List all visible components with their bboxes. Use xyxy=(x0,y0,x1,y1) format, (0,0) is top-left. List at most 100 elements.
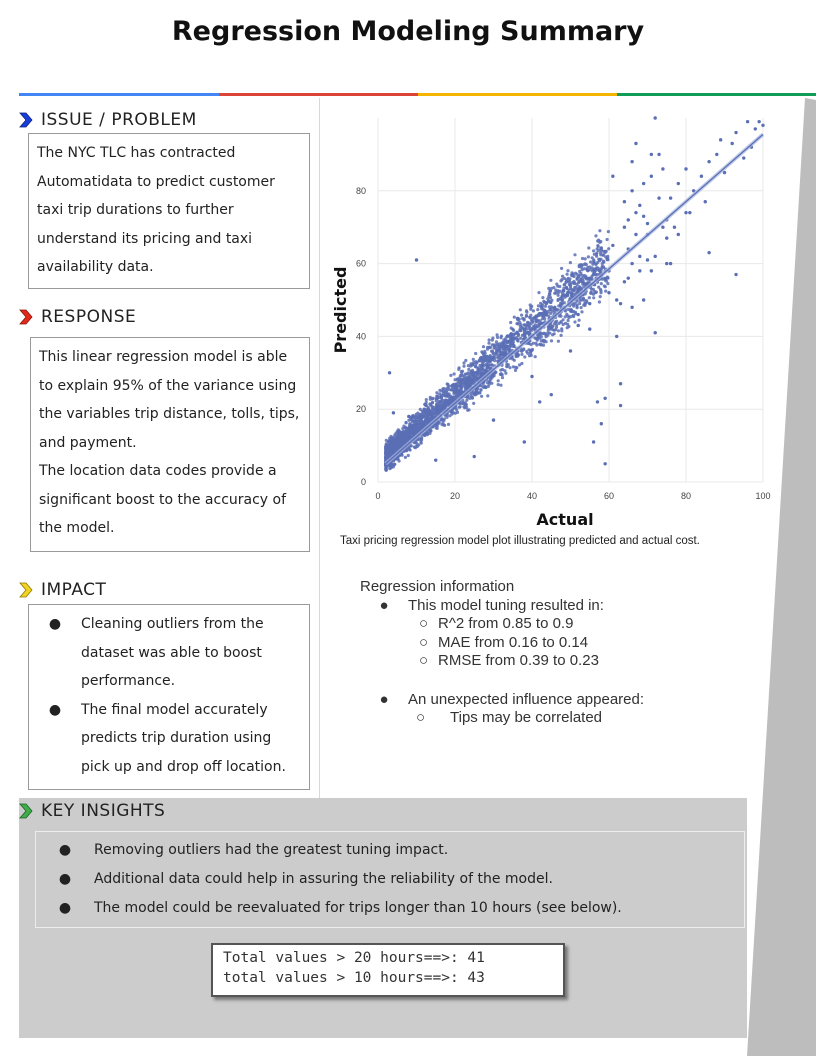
scatter-point xyxy=(586,255,590,259)
scatter-point xyxy=(406,453,410,458)
scatter-point xyxy=(549,339,554,343)
page-title: Regression Modeling Summary xyxy=(171,16,645,47)
scatter-point xyxy=(595,273,599,277)
scatter-point xyxy=(500,376,505,380)
scatter-point xyxy=(462,361,466,365)
scatter-point xyxy=(577,318,581,322)
scatter-point xyxy=(537,291,541,295)
scatter-point xyxy=(528,316,533,320)
scatter-point xyxy=(668,196,673,200)
scatter-point xyxy=(641,181,646,186)
scatter-point xyxy=(649,269,654,273)
scatter-point xyxy=(603,462,607,466)
scatter-point xyxy=(445,413,449,417)
scatter-point xyxy=(400,434,404,438)
scatter-point xyxy=(384,468,388,472)
scatter-point xyxy=(414,422,418,426)
scatter-point xyxy=(425,433,429,437)
scatter-point xyxy=(559,320,563,324)
scatter-point xyxy=(541,296,545,300)
scatter-point xyxy=(408,422,412,426)
scatter-point xyxy=(672,225,677,229)
y-tick-label: 20 xyxy=(356,404,366,414)
scatter-point xyxy=(598,295,602,299)
regression-sub: ○ RMSE from 0.39 to 0.23 xyxy=(418,652,599,669)
scatter-point xyxy=(389,443,393,447)
scatter-point xyxy=(730,141,734,146)
scatter-point xyxy=(537,322,541,327)
issue-heading: ISSUE / PROBLEM xyxy=(41,110,197,130)
y-tick-label: 60 xyxy=(356,259,366,269)
scatter-point xyxy=(539,343,543,347)
regression-sub: ○ R^2 from 0.85 to 0.9 xyxy=(418,615,574,632)
chart-caption: Taxi pricing regression model plot illus… xyxy=(340,535,700,547)
scatter-point xyxy=(581,296,586,301)
scatter-point xyxy=(492,355,496,359)
scatter-point xyxy=(599,291,603,295)
scatter-point xyxy=(475,360,479,364)
color-rule-yellow xyxy=(418,93,617,96)
scatter-point xyxy=(574,271,578,275)
scatter-point xyxy=(522,328,526,332)
scatter-point xyxy=(549,311,553,315)
scatter-point xyxy=(568,261,572,265)
scatter-point xyxy=(661,167,665,171)
scatter-point xyxy=(527,354,532,358)
scatter-point xyxy=(460,384,464,388)
scatter-point xyxy=(596,244,600,248)
y-axis-label: Predicted xyxy=(331,267,350,354)
scatter-point xyxy=(535,338,539,342)
scatter-point xyxy=(665,261,669,266)
scatter-point xyxy=(462,364,466,368)
scatter-point xyxy=(476,366,480,370)
scatter-point xyxy=(676,232,680,237)
scatter-point xyxy=(588,327,592,331)
scatter-point xyxy=(570,291,574,295)
scatter-point xyxy=(585,300,589,304)
scatter-point xyxy=(384,454,388,458)
scatter-point xyxy=(517,363,522,367)
scatter-point xyxy=(510,336,514,340)
scatter-point xyxy=(598,229,602,233)
scatter-point xyxy=(584,276,588,280)
scatter-chart: 0 20 40 60 80 100 0 20 40 60 80 Actual Predicted xyxy=(331,116,771,529)
issue-line: understand its pricing and taxi xyxy=(37,230,253,247)
scatter-point xyxy=(615,298,619,302)
scatter-point xyxy=(529,351,533,355)
scatter-point xyxy=(501,351,505,355)
scatter-point xyxy=(579,263,583,267)
scatter-point xyxy=(566,269,570,273)
scatter-point xyxy=(414,258,419,262)
scatter-point xyxy=(622,200,627,204)
scatter-point xyxy=(429,403,433,407)
scatter-point xyxy=(606,230,610,234)
scatter-point xyxy=(496,383,500,387)
x-tick-label: 20 xyxy=(450,491,460,501)
scatter-point xyxy=(458,374,463,378)
bullet-dot: ● xyxy=(58,871,72,887)
scatter-point xyxy=(565,292,569,296)
scatter-point xyxy=(472,378,476,382)
scatter-point xyxy=(408,448,412,452)
scatter-point xyxy=(525,331,529,335)
scatter-point xyxy=(546,309,550,314)
scatter-point xyxy=(562,301,566,305)
scatter-point xyxy=(511,327,515,331)
scatter-point xyxy=(546,333,550,337)
scatter-point xyxy=(401,427,405,431)
scatter-point xyxy=(577,275,581,279)
scatter-point xyxy=(511,342,515,346)
scatter-point xyxy=(509,332,513,337)
scatter-point xyxy=(448,414,452,418)
scatter-point xyxy=(492,343,496,347)
scatter-point xyxy=(745,119,750,124)
scatter-point xyxy=(533,323,538,327)
scatter-point xyxy=(622,280,627,284)
scatter-point xyxy=(409,418,413,422)
scatter-point xyxy=(439,396,443,400)
scatter-point xyxy=(548,289,553,293)
scatter-point xyxy=(394,448,398,452)
scatter-point xyxy=(594,268,598,272)
scatter-point xyxy=(467,367,471,371)
scatter-point xyxy=(587,246,591,250)
